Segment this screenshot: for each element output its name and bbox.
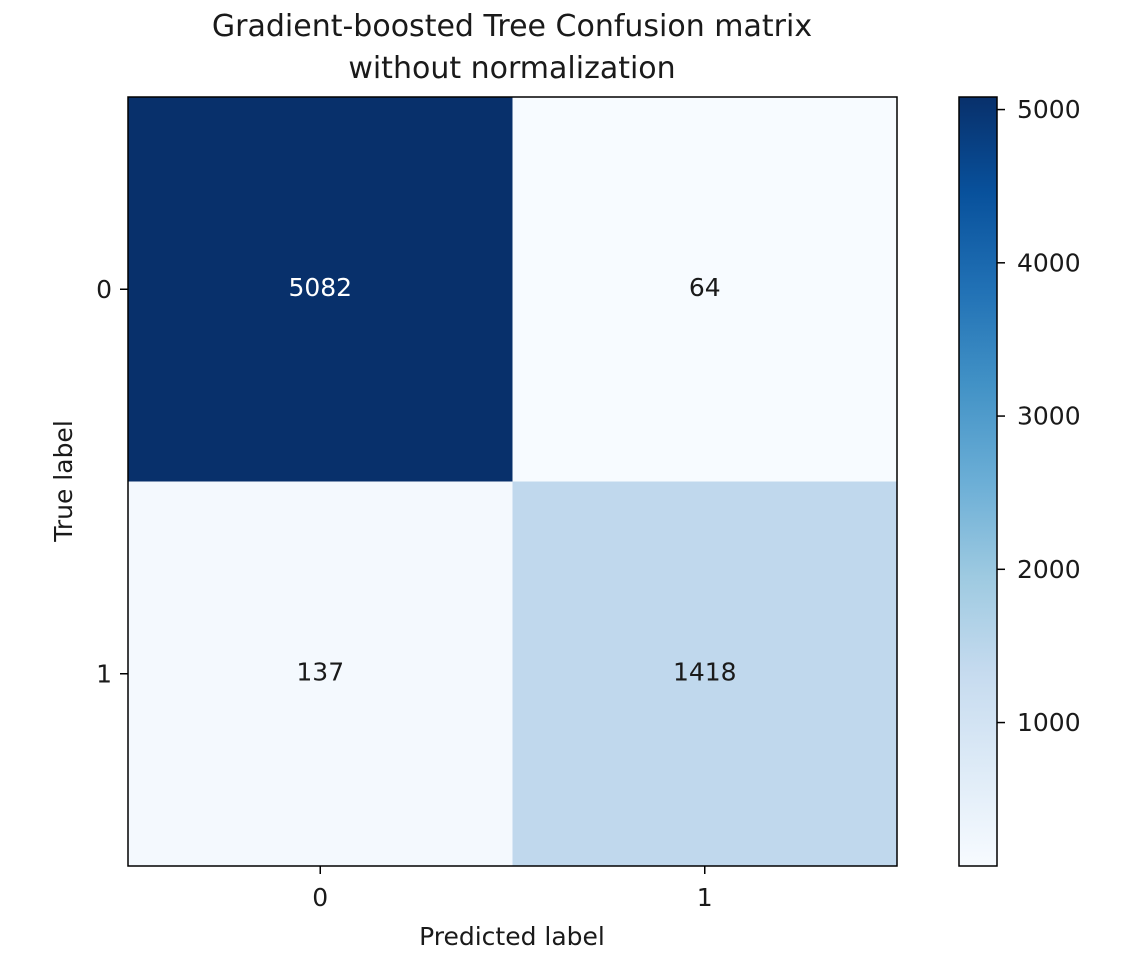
heatmap-cell-1-1 <box>512 481 898 867</box>
colorbar-tick-label-4000: 4000 <box>1017 248 1081 277</box>
heatmap-cell-1-0 <box>128 481 513 867</box>
cell-value-0-1: 64 <box>689 273 721 302</box>
heatmap-cells <box>128 97 898 867</box>
cell-value-1-1: 1418 <box>673 657 737 686</box>
colorbar-tick-label-1000: 1000 <box>1017 708 1081 737</box>
cell-value-0-0: 5082 <box>288 273 352 302</box>
cell-value-1-0: 137 <box>296 657 344 686</box>
colorbar-tick-label-5000: 5000 <box>1017 95 1081 124</box>
heatmap-cell-labels: 5082 64 137 1418 <box>288 273 736 687</box>
y-axis-ticks: 01 <box>96 275 128 688</box>
colorbar-tick-label-2000: 2000 <box>1017 555 1081 584</box>
plot-frame <box>127 96 898 867</box>
colorbar <box>958 96 998 867</box>
x-axis-label: Predicted label <box>419 922 605 951</box>
heatmap-cell-0-0 <box>128 97 513 482</box>
heatmap-cell-0-1 <box>512 97 898 482</box>
y-tick-label-0: 0 <box>96 275 112 304</box>
x-tick-label-0: 0 <box>312 883 328 912</box>
chart-title-line-2: without normalization <box>348 51 675 86</box>
x-tick-label-1: 1 <box>697 883 713 912</box>
y-tick-label-1: 1 <box>96 659 112 688</box>
colorbar-ticks: 1000 2000 3000 4000 5000 <box>997 95 1081 737</box>
chart-title-line-1: Gradient-boosted Tree Confusion matrix <box>212 9 812 44</box>
colorbar-tick-label-3000: 3000 <box>1017 402 1081 431</box>
y-axis-label: True label <box>49 420 78 543</box>
